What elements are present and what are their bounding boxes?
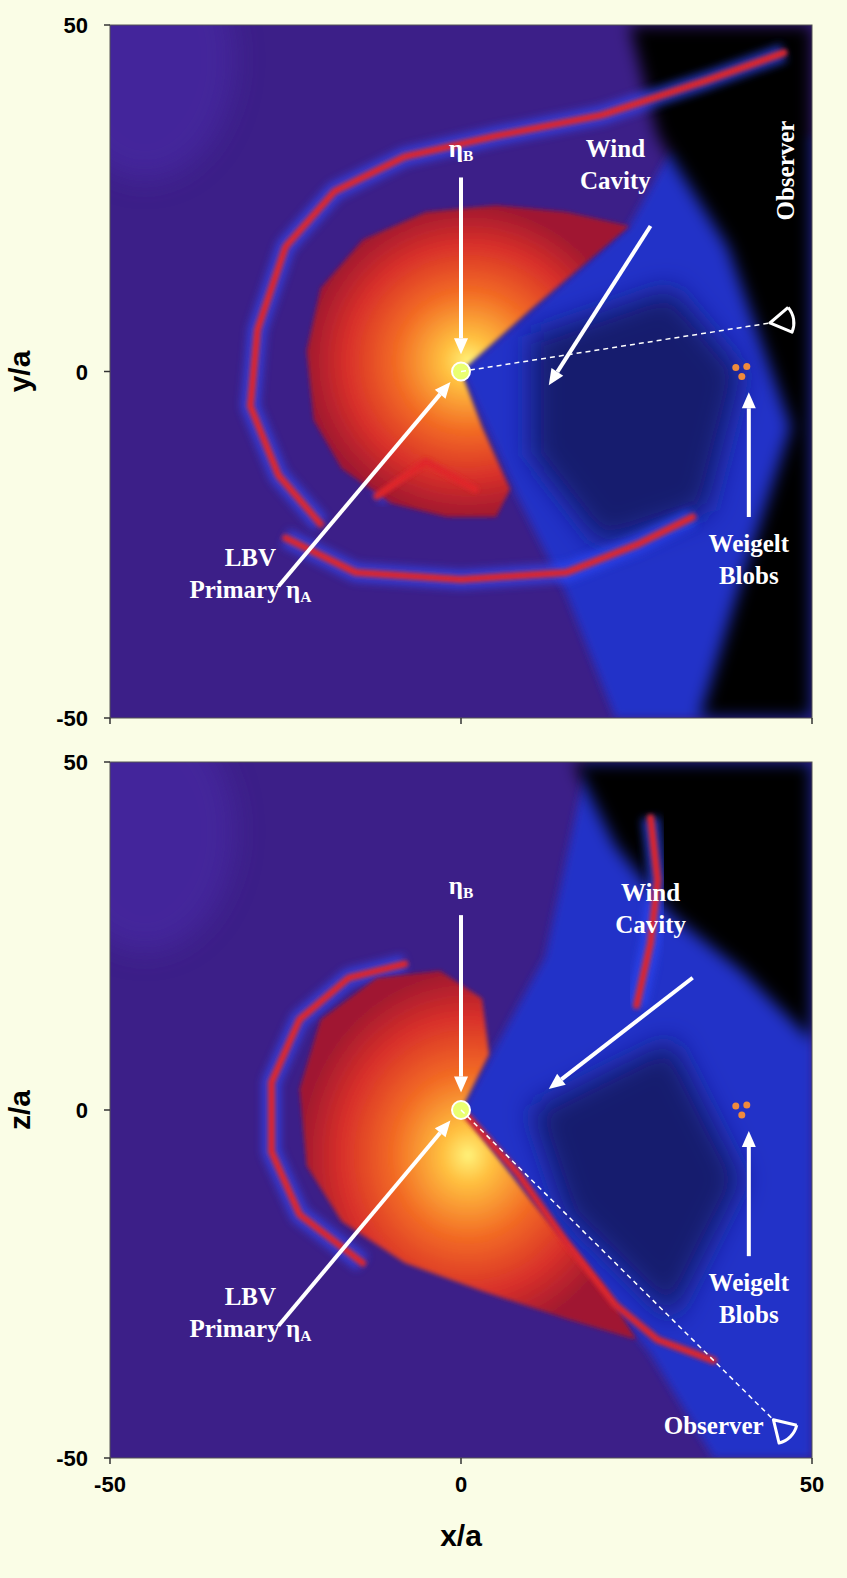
annotation: Primary ηA [189,1315,312,1344]
y-tick [104,371,110,373]
x-tick [109,1458,111,1464]
x-tick-label: -50 [94,1472,126,1497]
annotation: Weigelt [709,530,790,557]
observer-icon [773,1420,796,1443]
wind-cavity [461,762,812,1458]
haze [110,25,235,180]
x-tick [811,1458,813,1464]
weigelt-blob [738,373,745,380]
observer-icon [770,307,794,332]
annotation: ηB [449,135,474,164]
annotation: Wind [621,879,680,906]
y-tick-label: -50 [56,1446,88,1471]
annotation: ηB [449,872,474,901]
primary-wind [300,971,637,1340]
y-tick-label: -50 [56,706,88,731]
y-tick [104,1109,110,1111]
arrow-shaft [459,177,463,338]
y-tick [104,24,110,26]
weigelt-blob [743,363,750,370]
weigelt-blob [743,1102,750,1109]
arm-halo [250,53,784,524]
x-tick-label: 50 [800,1472,824,1497]
arrow-head [742,1131,756,1147]
frame [110,762,812,1458]
arrow-shaft [747,1147,751,1256]
panel-0: ηB Wind Cavity LBV Primary ηA Weigelt Blobs Obs… [3,0,812,731]
annotation: Weigelt [709,1269,790,1296]
spiral-arm [272,964,405,1263]
arrow [454,177,468,354]
annotation: Cavity [615,911,686,938]
panel-1: ηB Wind Cavity LBV Primary ηA Weigelt Blobs Obs… [3,712,824,1552]
arrow-head [454,1077,468,1093]
x-tick [460,718,462,724]
arrow-head [435,382,451,399]
arrow-shaft [278,1133,440,1326]
annotation: Observer [664,1412,764,1439]
figure: ηB Wind Cavity LBV Primary ηA Weigelt Blobs Obs… [0,0,847,1578]
arrow-shaft [278,394,440,586]
arrow [278,1120,450,1325]
arrow-head [742,392,756,408]
density-map [110,762,812,1458]
y-tick [104,717,110,719]
annotation: Cavity [580,167,651,194]
y-tick [104,1457,110,1459]
annotation: LBV [225,544,276,571]
annotation: Wind [586,135,645,162]
arrow [549,978,693,1089]
y-tick-label: 50 [64,13,88,38]
y-axis-title: y/a [3,350,36,392]
line-of-sight [461,1110,773,1420]
arrow [454,915,468,1092]
cavity-interior [531,288,742,545]
arrow-shaft [747,408,751,517]
density-map [110,25,812,718]
x-tick-label: 0 [455,1472,467,1497]
annotation: Blobs [719,562,779,589]
annotation: Primary ηA [189,576,312,605]
weigelt-blob [738,1112,745,1119]
arrow-head [435,1120,451,1137]
arrow-head [454,338,468,354]
weigelt-blob [732,1103,739,1110]
y-axis-title: z/a [3,1090,36,1130]
weigelt-blob [732,364,739,371]
y-tick [104,761,110,763]
y-tick-label: 0 [76,360,88,385]
spiral-arm [250,53,784,524]
spiral-arm [286,517,693,579]
empty-region [630,25,813,718]
y-tick-label: 50 [64,750,88,775]
observer-eye [770,307,794,332]
primary-wind [307,205,630,517]
arrow-head [549,368,564,385]
arrow [742,1131,756,1256]
x-tick [811,718,813,724]
arrow-shaft [561,978,692,1080]
arrow-shaft [557,226,650,372]
empty-region [573,762,812,1040]
x-axis-title: x/a [440,1519,482,1552]
arrow [742,392,756,517]
x-tick [109,718,111,724]
arm-halo [286,517,693,579]
line-of-sight [461,323,770,372]
frame [110,25,812,718]
annotation: LBV [225,1283,276,1310]
arrow-shaft [459,915,463,1076]
observer-eye [773,1420,796,1443]
arrow [278,382,450,586]
y-tick-label: 0 [76,1098,88,1123]
x-tick [460,1458,462,1464]
spiral-arm [377,462,475,497]
annotation: Blobs [719,1301,779,1328]
arrow [549,226,651,385]
arrow-head [549,1074,566,1089]
haze [110,762,235,952]
annotation: Observer [772,121,799,221]
